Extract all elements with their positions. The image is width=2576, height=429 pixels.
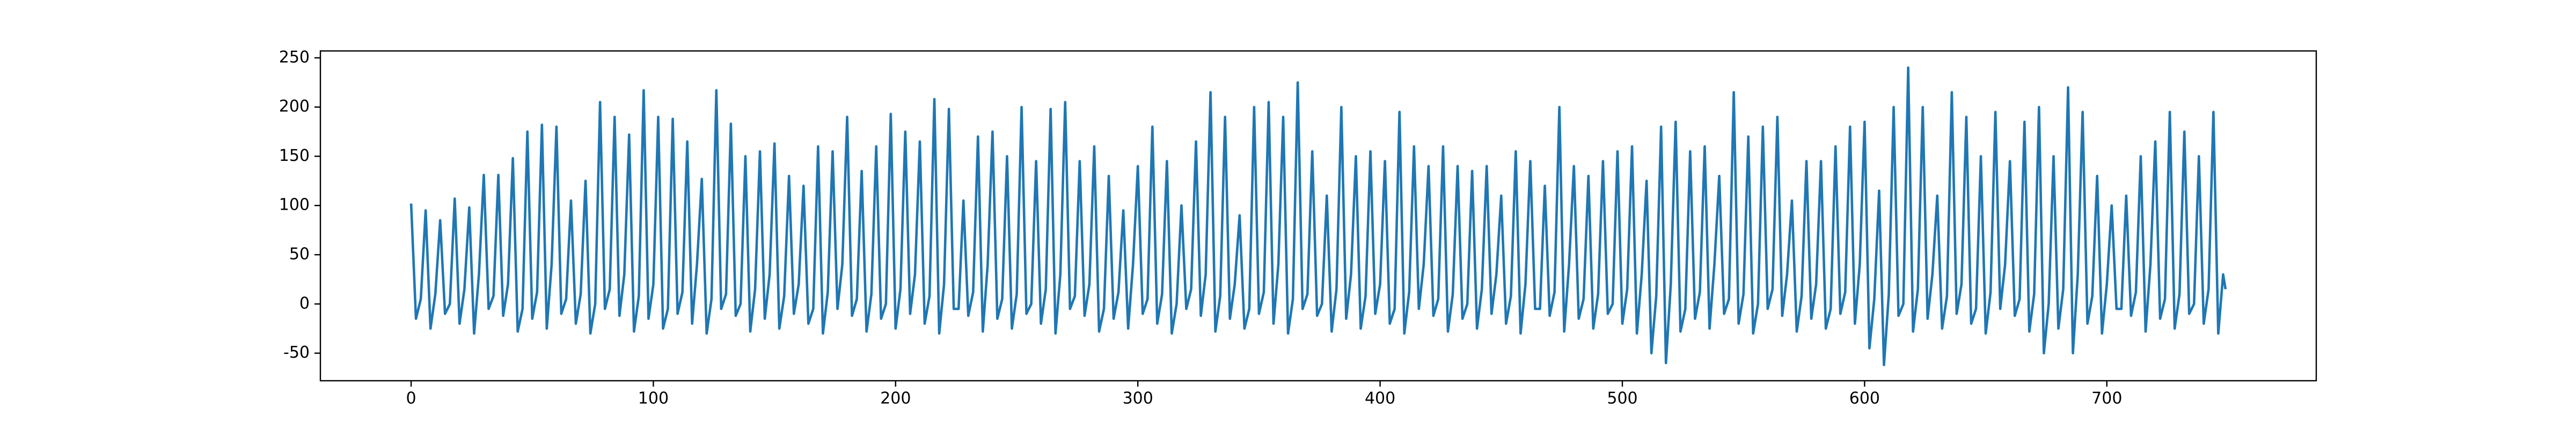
x-tick-label: 600 (1849, 389, 1880, 408)
x-tick-label: 300 (1123, 389, 1153, 408)
x-tick-label: 400 (1365, 389, 1395, 408)
x-tick-label: 200 (880, 389, 911, 408)
y-tick-label: 50 (289, 245, 310, 264)
data-line (409, 66, 2227, 366)
y-tick-label: 150 (279, 146, 310, 165)
y-tick-label: 100 (279, 196, 310, 214)
y-tick-label: 250 (279, 48, 310, 66)
x-tick-label: 700 (2091, 389, 2122, 408)
axes-frame (319, 50, 2317, 382)
y-tick-label: 0 (299, 294, 310, 313)
x-tick-label: 0 (406, 389, 416, 408)
y-tick-label: -50 (283, 343, 310, 362)
x-tick-label: 100 (638, 389, 669, 408)
x-tick-label: 500 (1607, 389, 1637, 408)
y-tick-label: 200 (279, 97, 310, 116)
